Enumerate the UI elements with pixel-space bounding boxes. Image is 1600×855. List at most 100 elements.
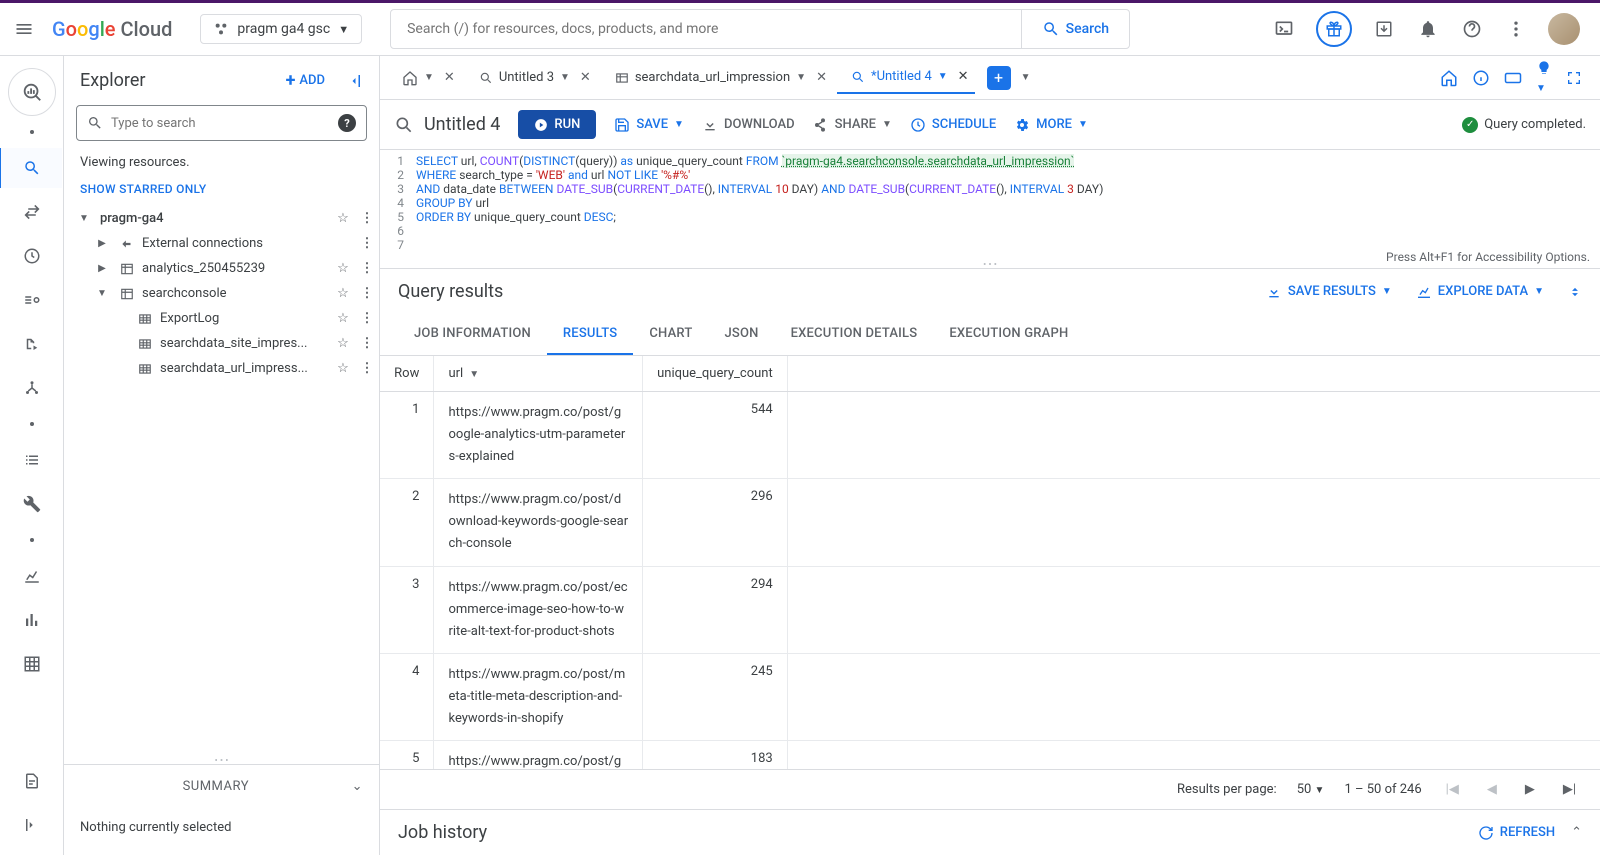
explore-data-button[interactable]: EXPLORE DATA ▼	[1416, 284, 1544, 300]
project-picker[interactable]: pragm ga4 gsc ▼	[200, 14, 362, 44]
run-button[interactable]: RUN	[518, 110, 596, 139]
first-page-icon[interactable]: |◀	[1442, 778, 1463, 801]
rail-expand-icon[interactable]	[12, 805, 52, 845]
prev-page-icon[interactable]: ◀	[1483, 778, 1501, 801]
chevron-down-icon[interactable]: ▼	[938, 71, 948, 82]
tab-exec-graph[interactable]: EXECUTION GRAPH	[933, 314, 1084, 355]
tab-job-info[interactable]: JOB INFORMATION	[398, 314, 547, 355]
refresh-button[interactable]: REFRESH	[1478, 825, 1555, 841]
rail-bars-icon[interactable]	[12, 600, 52, 640]
more-icon[interactable]: ⋮	[359, 361, 375, 376]
expand-icon[interactable]: ▶	[92, 263, 112, 274]
collapse-explorer-icon[interactable]	[345, 72, 363, 90]
tab-untitled4[interactable]: *Untitled 4 ▼	[843, 61, 956, 92]
user-avatar[interactable]	[1548, 13, 1580, 45]
tab-exec-details[interactable]: EXECUTION DETAILS	[775, 314, 934, 355]
star-icon[interactable]: ☆	[333, 311, 353, 326]
collapse-icon[interactable]: ▼	[74, 213, 94, 224]
collapse-icon[interactable]: ▼	[92, 288, 112, 299]
sql-editor[interactable]: 1SELECT url, COUNT(DISTINCT(query)) as u…	[380, 150, 1600, 264]
hamburger-icon[interactable]	[12, 17, 36, 41]
save-results-button[interactable]: SAVE RESULTS ▼	[1266, 284, 1392, 300]
rail-lineage-icon[interactable]	[12, 368, 52, 408]
tree-table[interactable]: searchdata_site_impres... ☆ ⋮	[64, 331, 379, 356]
rail-doc-icon[interactable]	[12, 761, 52, 801]
tree-external[interactable]: ▶ External connections ⋮	[64, 231, 379, 256]
gift-icon[interactable]	[1316, 11, 1352, 47]
add-tab-button[interactable]: +	[987, 66, 1011, 90]
rail-deploy-icon[interactable]	[12, 280, 52, 320]
more-icon[interactable]: ⋮	[359, 311, 375, 326]
chevron-down-icon[interactable]: ▼	[796, 72, 806, 83]
tree-dataset[interactable]: ▼ searchconsole ☆ ⋮	[64, 281, 379, 306]
chevron-down-icon[interactable]: ▼	[424, 72, 434, 83]
table-row[interactable]: 5 https://www.pragm.co/post/gu 183	[380, 741, 1600, 769]
rail-list-icon[interactable]	[12, 440, 52, 480]
cloud-shell-icon[interactable]	[1272, 17, 1296, 41]
tree-dataset[interactable]: ▶ analytics_250455239 ☆ ⋮	[64, 256, 379, 281]
gcp-logo[interactable]: Google Cloud	[52, 17, 172, 41]
chevron-down-icon[interactable]: ▼	[560, 72, 570, 83]
tab-untitled3[interactable]: Untitled 3 ▼	[471, 62, 578, 93]
add-button[interactable]: +ADD	[286, 70, 325, 91]
schedule-button[interactable]: SCHEDULE	[910, 117, 996, 133]
keyboard-icon[interactable]	[1504, 69, 1522, 87]
explorer-search-input[interactable]	[111, 116, 330, 131]
rail-transfers-icon[interactable]	[12, 192, 52, 232]
download-icon[interactable]	[1372, 17, 1396, 41]
search-button[interactable]: Search	[1021, 10, 1129, 48]
col-url[interactable]: url▼	[434, 356, 643, 392]
share-button[interactable]: SHARE ▼	[813, 117, 892, 133]
rail-grid-icon[interactable]	[12, 644, 52, 684]
more-icon[interactable]: ⋮	[359, 336, 375, 351]
table-row[interactable]: 2 https://www.pragm.co/post/download-key…	[380, 479, 1600, 566]
table-row[interactable]: 1 https://www.pragm.co/post/google-analy…	[380, 392, 1600, 479]
info-icon[interactable]	[1472, 69, 1490, 87]
rail-scheduled-icon[interactable]	[12, 236, 52, 276]
tab-json[interactable]: JSON	[708, 314, 774, 355]
bigquery-product-icon[interactable]	[8, 68, 56, 116]
tab-table[interactable]: searchdata_url_impression ▼	[607, 62, 814, 93]
rail-export-icon[interactable]	[12, 324, 52, 364]
last-page-icon[interactable]: ▶|	[1559, 778, 1580, 801]
tree-table[interactable]: searchdata_url_impress... ☆ ⋮	[64, 356, 379, 381]
collapse-job-history-icon[interactable]: ⌃	[1571, 825, 1582, 840]
close-icon[interactable]: ✕	[580, 70, 591, 85]
more-icon[interactable]: ⋮	[359, 286, 375, 301]
star-icon[interactable]: ☆	[333, 286, 353, 301]
close-icon[interactable]: ✕	[816, 70, 827, 85]
save-button[interactable]: SAVE ▼	[614, 117, 684, 133]
chevron-down-icon[interactable]: ▼	[1021, 72, 1031, 83]
star-icon[interactable]: ☆	[333, 211, 353, 226]
table-row[interactable]: 4 https://www.pragm.co/post/meta-title-m…	[380, 653, 1600, 740]
tab-results[interactable]: RESULTS	[547, 314, 633, 355]
expand-results-icon[interactable]	[1568, 285, 1582, 299]
close-icon[interactable]: ✕	[958, 69, 969, 84]
more-icon[interactable]: ⋮	[359, 261, 375, 276]
search-input[interactable]	[391, 21, 1021, 37]
next-page-icon[interactable]: ▶	[1521, 778, 1539, 801]
tree-table[interactable]: ExportLog ☆ ⋮	[64, 306, 379, 331]
col-row[interactable]: Row	[380, 356, 434, 392]
tab-home[interactable]: ▼	[394, 62, 442, 94]
star-icon[interactable]: ☆	[333, 361, 353, 376]
info-icon[interactable]: ?	[338, 114, 356, 132]
rail-explorer-icon[interactable]	[0, 148, 62, 188]
more-button[interactable]: MORE ▼	[1014, 117, 1088, 133]
rail-settings-icon[interactable]	[12, 484, 52, 524]
tree-project[interactable]: ▼ pragm-ga4 ☆ ⋮	[64, 206, 379, 231]
summary-toggle[interactable]: SUMMARY ⌄	[64, 765, 379, 808]
more-icon[interactable]: ⋮	[359, 236, 375, 251]
download-button[interactable]: DOWNLOAD	[702, 117, 795, 133]
expand-icon[interactable]: ▶	[92, 238, 112, 249]
bulb-icon[interactable]: ▼	[1536, 60, 1552, 95]
tab-chart[interactable]: CHART	[633, 314, 708, 355]
notifications-icon[interactable]	[1416, 17, 1440, 41]
star-icon[interactable]: ☆	[333, 336, 353, 351]
rail-chart-icon[interactable]	[12, 556, 52, 596]
explorer-search[interactable]: ?	[76, 105, 367, 141]
home-icon[interactable]	[1440, 69, 1458, 87]
col-count[interactable]: unique_query_count	[643, 356, 788, 392]
star-icon[interactable]: ☆	[333, 261, 353, 276]
drag-handle-icon[interactable]: ⋯	[64, 756, 379, 764]
